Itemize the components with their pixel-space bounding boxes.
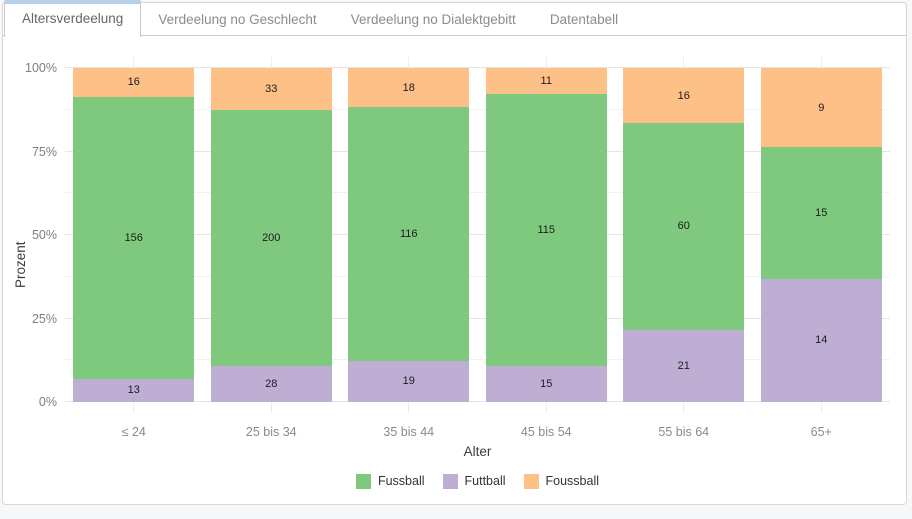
bar-segment-futtball: 21 xyxy=(623,329,745,402)
legend: Fussball Futtball Foussball xyxy=(65,473,890,489)
stacked-bar-1: 16 156 13 xyxy=(73,68,195,402)
bar-segment-value: 156 xyxy=(124,231,143,244)
bar-segment-value: 16 xyxy=(677,89,690,102)
bar-segment-value: 19 xyxy=(402,375,415,388)
minor-gridline xyxy=(65,275,890,277)
legend-swatch-futtball xyxy=(442,473,458,489)
minor-gridline xyxy=(65,108,890,110)
legend-item-fussball: Fussball xyxy=(355,473,425,489)
legend-label: Fussball xyxy=(377,474,425,488)
bar-segment-value: 200 xyxy=(262,232,281,245)
y-tick-label: 25% xyxy=(31,311,57,326)
major-gridline xyxy=(65,67,890,68)
bar-slot: 18 116 19 xyxy=(340,68,478,402)
bar-slot: 16 60 21 xyxy=(615,68,753,402)
bar-segment-value: 33 xyxy=(265,83,278,96)
bar-segment-value: 116 xyxy=(399,227,418,240)
bar-segment-fussball: 115 xyxy=(485,94,607,367)
major-gridline xyxy=(65,150,890,152)
tab-datentabell[interactable]: Datentabell xyxy=(549,12,619,27)
x-tick-label: 65+ xyxy=(810,425,832,439)
minor-gridline xyxy=(65,192,890,194)
bar-segment-foussball: 16 xyxy=(623,68,745,124)
bar-segment-value: 14 xyxy=(815,334,828,347)
y-tick-label: 0% xyxy=(38,395,57,409)
legend-swatch-foussball xyxy=(523,473,539,489)
bar-segment-value: 60 xyxy=(677,220,690,233)
bar-segment-fussball: 60 xyxy=(623,123,745,330)
bar-segment-value: 13 xyxy=(127,384,140,397)
y-tick-label: 100% xyxy=(25,61,57,75)
tab-verdeelung-no-dialektgebitt[interactable]: Verdeelung no Dialektgebitt xyxy=(350,12,516,27)
bar-segment-fussball: 200 xyxy=(210,110,332,367)
bar-segment-foussball: 9 xyxy=(760,68,882,148)
legend-item-foussball: Foussball xyxy=(523,473,600,489)
major-gridline xyxy=(65,401,890,402)
x-axis-title: Alter xyxy=(463,444,492,459)
tab-bar: Altersverdeelung Verdeelung no Geschlech… xyxy=(3,0,906,37)
stacked-bar-5: 16 60 21 xyxy=(623,68,745,402)
bar-segment-value: 9 xyxy=(818,101,825,114)
bar-segment-foussball: 16 xyxy=(73,68,195,97)
stacked-bar-6: 9 15 14 xyxy=(760,68,882,402)
x-tick-label: 45 bis 54 xyxy=(520,425,572,439)
legend-label: Futtball xyxy=(464,474,506,488)
bar-segment-value: 16 xyxy=(127,76,140,89)
major-gridline xyxy=(65,234,890,235)
bar-segment-fussball: 15 xyxy=(760,147,882,279)
bar-segment-foussball: 33 xyxy=(210,68,332,111)
tab-verdeelung-no-geschlecht[interactable]: Verdeelung no Geschlecht xyxy=(158,12,317,27)
bar-segment-futtball: 28 xyxy=(210,366,332,402)
bar-segment-futtball: 19 xyxy=(348,360,470,402)
chart-card: Altersverdeelung Verdeelung no Geschlech… xyxy=(2,0,907,505)
major-gridline xyxy=(65,317,890,319)
stacked-bar-2: 33 200 28 xyxy=(210,68,332,402)
y-tick-label: 75% xyxy=(31,144,57,159)
bar-slot: 11 115 15 xyxy=(478,68,616,402)
x-axis-ticks: ≤ 24 25 bis 34 35 bis 44 45 bis 54 55 bis 64… xyxy=(65,425,890,441)
legend-label: Foussball xyxy=(545,474,600,488)
bar-segment-value: 15 xyxy=(815,207,828,219)
bar-segment-value: 15 xyxy=(540,378,553,391)
x-tick-label: 55 bis 64 xyxy=(658,425,710,439)
plot-panel: 16 156 13 33 200 28 18 116 19 11 115 15 16 60 21 9 15 14 xyxy=(65,57,890,413)
bar-segment-value: 11 xyxy=(540,75,552,88)
legend-swatch-fussball xyxy=(355,473,371,489)
stacked-bar-chart: Prozent 0% 25% 50% 75% 100% 16 156 13 33 200 28 18… xyxy=(3,39,906,504)
stacked-bar-4: 11 115 15 xyxy=(485,68,607,402)
bar-segment-futtball: 15 xyxy=(485,366,607,402)
bars-container: 16 156 13 33 200 28 18 116 19 11 115 15 16 60 21 9 15 14 xyxy=(65,68,890,402)
bar-segment-value: 115 xyxy=(537,224,556,237)
bar-slot: 16 156 13 xyxy=(65,68,203,402)
stacked-bar-3: 18 116 19 xyxy=(348,68,470,402)
tab-altersverdeelung[interactable]: Altersverdeelung xyxy=(4,0,142,37)
y-tick-label: 50% xyxy=(31,228,57,242)
bar-segment-value: 28 xyxy=(265,378,278,391)
y-axis-ticks: 0% 25% 50% 75% 100% xyxy=(3,61,57,409)
x-tick-label: ≤ 24 xyxy=(121,425,146,439)
bar-slot: 33 200 28 xyxy=(203,68,341,402)
x-tick-label: 25 bis 34 xyxy=(245,425,297,439)
bar-segment-fussball: 116 xyxy=(348,107,470,361)
bar-segment-futtball: 13 xyxy=(73,378,195,402)
bar-segment-foussball: 11 xyxy=(485,68,607,95)
bar-segment-value: 18 xyxy=(402,81,415,94)
bar-segment-foussball: 18 xyxy=(348,68,470,108)
legend-item-futtball: Futtball xyxy=(442,473,506,489)
bar-segment-fussball: 156 xyxy=(73,96,195,379)
minor-gridline xyxy=(65,359,890,361)
plot-scale-area: 16 156 13 33 200 28 18 116 19 11 115 15 16 60 21 9 15 14 xyxy=(65,57,890,413)
bar-segment-futtball: 14 xyxy=(760,278,882,402)
x-tick-label: 35 bis 44 xyxy=(383,425,435,439)
bar-segment-value: 21 xyxy=(677,359,690,372)
bar-slot: 9 15 14 xyxy=(753,68,891,402)
